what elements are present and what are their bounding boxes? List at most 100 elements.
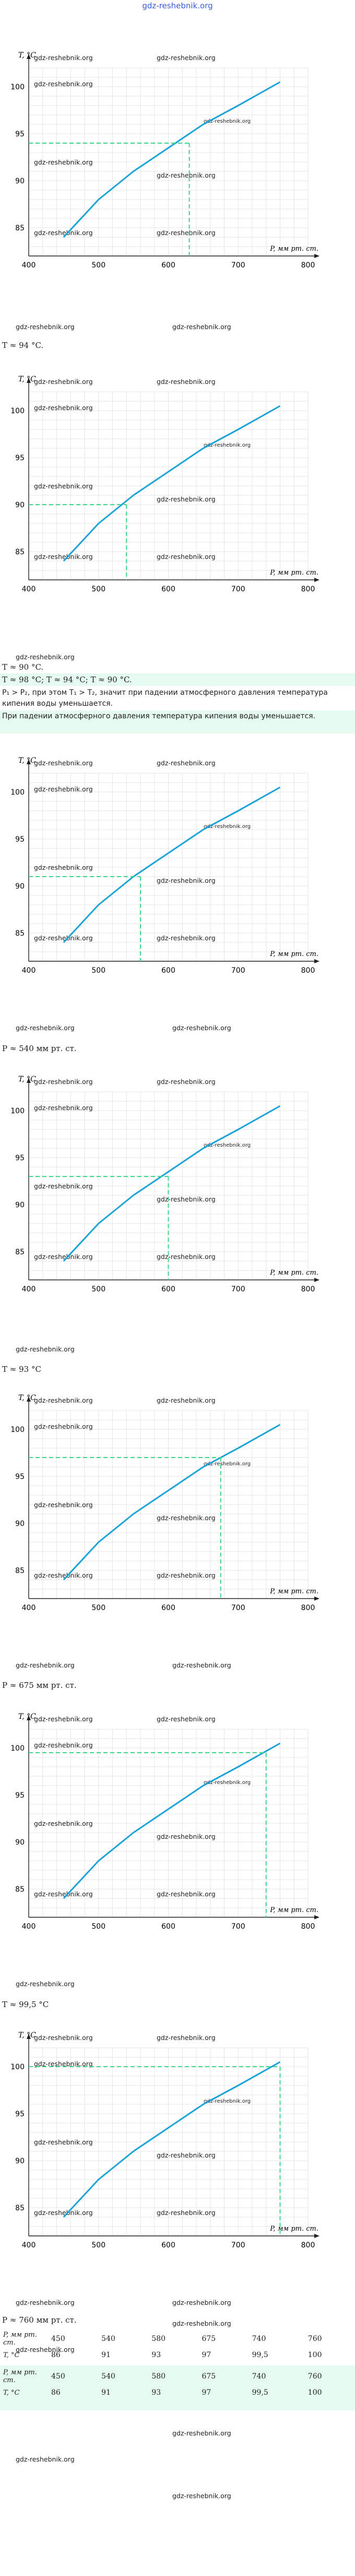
watermark: gdz-reshebnik.org [34,785,93,793]
watermark: gdz-reshebnik.org [34,1078,93,1086]
watermark: gdz-reshebnik.org [34,1820,93,1827]
watermark: gdz-reshebnik.org [34,553,93,561]
watermark: gdz-reshebnik.org [34,1741,93,1749]
watermark: gdz-reshebnik.org [34,158,93,166]
y-axis-arrow [27,1396,31,1402]
watermark: gdz-reshebnik.org [16,1024,75,1032]
table-highlight [0,2365,355,2410]
x-axis-arrow [314,578,320,582]
y-tick-label: 95 [15,2110,25,2118]
watermark: gdz-reshebnik.org [204,1143,251,1148]
conclusion-1: P₁ > P₂, при этом T₁ > T₂, значит при па… [2,689,328,708]
watermark: gdz-reshebnik.org [16,653,75,661]
series-line [63,1105,281,1262]
table-cell: 580 [151,2372,166,2381]
table-cell: 93 [151,2388,161,2397]
result-table-1: P, мм рт. ст. 450 540 580 675 740 760 T,… [0,2329,355,2361]
x-tick-label: 700 [231,585,245,593]
series-line [63,81,281,238]
watermark: gdz-reshebnik.org [16,2299,75,2306]
y-axis-label: T, °C [18,1394,36,1402]
x-axis-label: P, мм рт. ст. [269,245,318,253]
y-tick-label: 90 [15,882,25,891]
y-tick-label: 85 [15,1567,25,1575]
chart-svg: 400 500 600 700 800 85 90 95 100 T, °C P, мм рт. с… [10,375,320,593]
chart-4: 400 500 600 700 800 85 90 95 100 T, °C P, мм рт. с… [0,1060,355,1301]
series-line [63,1742,281,1899]
watermark: gdz-reshebnik.org [34,1501,93,1509]
watermark: gdz-reshebnik.org [204,2099,251,2104]
y-tick-label: 95 [15,1791,25,1800]
watermark: gdz-reshebnik.org [34,934,93,942]
t-header: T, °C [3,2388,20,2397]
x-tick-label: 400 [22,1285,36,1293]
watermark: gdz-reshebnik.org [204,1461,251,1467]
watermark: gdz-reshebnik.org [172,2429,231,2437]
watermark: gdz-reshebnik.org [157,1890,216,1898]
watermark: gdz-reshebnik.org [34,2034,93,2042]
watermark: gdz-reshebnik.org [34,2138,93,2146]
y-tick-label: 90 [15,2157,25,2165]
x-tick-label: 500 [91,1604,105,1612]
watermark: gdz-reshebnik.org [157,934,216,942]
y-axis-label: T, °C [18,756,36,765]
site-link[interactable]: gdz-reshebnik.org [142,1,213,10]
x-tick-label: 400 [22,966,36,975]
y-tick-label: 90 [15,501,25,509]
x-tick-label: 400 [22,2241,36,2249]
watermark: gdz-reshebnik.org [157,1514,216,1522]
x-tick-label: 700 [231,1604,245,1612]
series-line [63,2061,281,2218]
watermark: gdz-reshebnik.org [172,2492,231,2500]
watermark: gdz-reshebnik.org [34,229,93,237]
y-axis-label: T, °C [18,51,36,60]
x-axis-arrow [314,2234,320,2238]
p-header: P, мм рт. ст. [3,2369,37,2384]
chart-2: 400 500 600 700 800 85 90 95 100 T, °C P, мм рт. с… [0,360,355,601]
watermark: gdz-reshebnik.org [204,824,251,830]
watermark: gdz-reshebnik.org [204,1780,251,1786]
y-tick-label: 85 [15,1248,25,1256]
table-cell: 760 [307,2372,322,2381]
table-cell: 91 [101,2388,111,2397]
watermark: gdz-reshebnik.org [34,1182,93,1190]
x-tick-label: 600 [161,2241,175,2249]
watermark: gdz-reshebnik.org [157,2034,216,2042]
y-axis-arrow [27,378,31,383]
x-tick-label: 700 [231,2241,245,2249]
series-line [63,786,281,943]
y-tick-label: 85 [15,929,25,938]
x-tick-label: 400 [22,585,36,593]
answer-1: T ≈ 94 °C. [2,341,44,350]
table-cell: 97 [202,2351,211,2359]
watermark: gdz-reshebnik.org [34,864,93,871]
x-axis-arrow [314,1278,320,1282]
watermark: gdz-reshebnik.org [16,1661,75,1669]
watermark: gdz-reshebnik.org [34,1396,93,1404]
x-axis-label: P, мм рт. ст. [269,1906,318,1914]
table-row-p: P, мм рт. ст. 450 540 580 675 740 760 [0,2329,355,2349]
watermark: gdz-reshebnik.org [157,1396,216,1404]
table-cell: 580 [151,2335,166,2343]
watermark: gdz-reshebnik.org [172,1661,231,1669]
watermark: gdz-reshebnik.org [157,229,216,237]
y-tick-label: 85 [15,1885,25,1894]
table-cell: 100 [307,2388,322,2397]
watermark: gdz-reshebnik.org [34,1715,93,1723]
chart-svg: 400 500 600 700 800 85 90 95 100 T, °C P, мм рт. с… [10,756,320,975]
x-tick-label: 800 [301,1604,315,1612]
watermark: gdz-reshebnik.org [34,1890,93,1898]
y-axis-arrow [27,2034,31,2039]
watermark: gdz-reshebnik.org [157,1253,216,1261]
watermark: gdz-reshebnik.org [34,482,93,490]
series-line [63,1424,281,1581]
watermark: gdz-reshebnik.org [172,323,231,331]
table-cell: 100 [307,2351,322,2359]
x-tick-label: 500 [91,1922,105,1931]
chart-3: 400 500 600 700 800 85 90 95 100 T, °C P, мм рт. с… [0,742,355,982]
y-tick-label: 100 [10,83,25,91]
series-line [63,405,281,562]
x-tick-label: 400 [22,1922,36,1931]
watermark: gdz-reshebnik.org [157,171,216,179]
x-axis-label: P, мм рт. ст. [269,569,318,577]
